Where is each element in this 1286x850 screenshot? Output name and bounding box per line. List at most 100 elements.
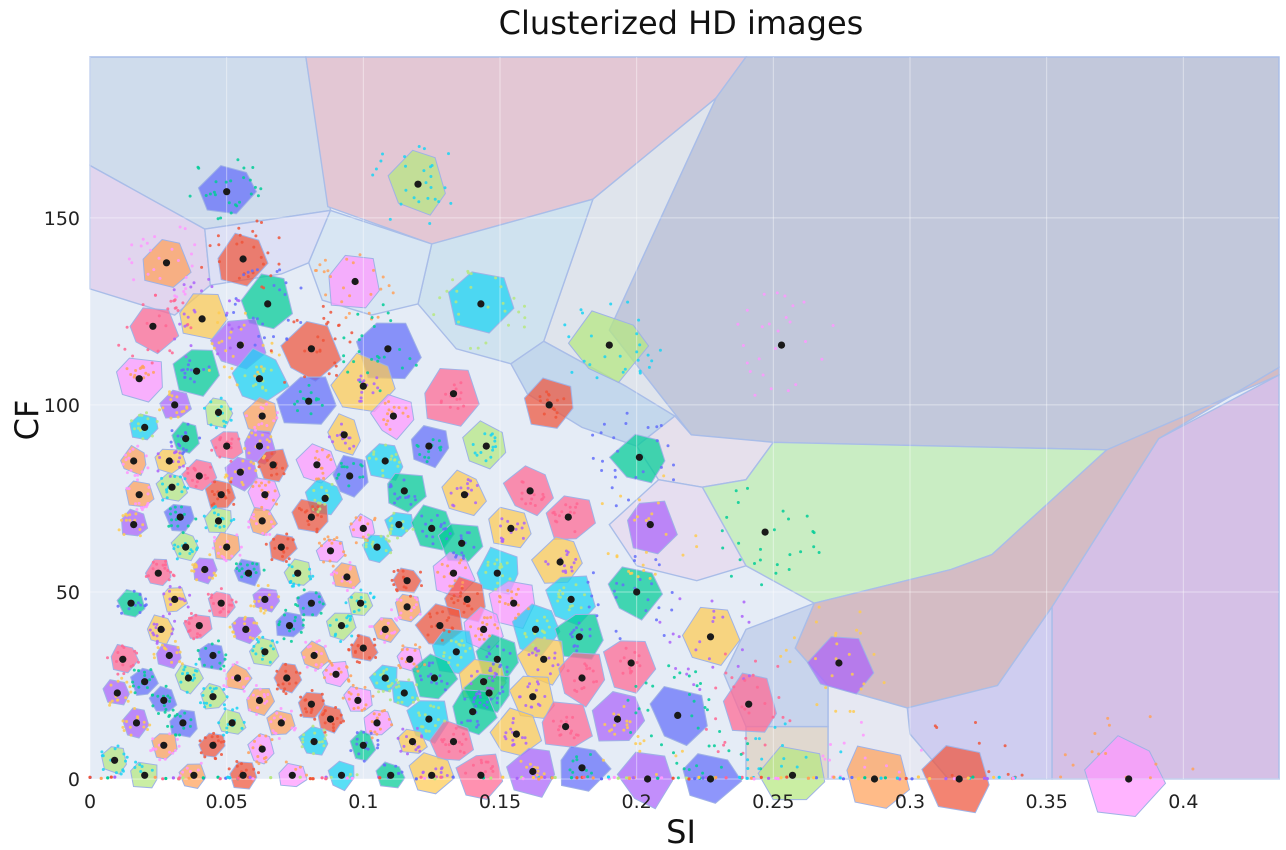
scatter-point [124,453,128,457]
scatter-point [373,518,376,522]
scatter-point [224,496,228,500]
scatter-point [170,518,174,522]
scatter-point [217,721,221,725]
scatter-point [125,755,129,759]
scatter-point [355,660,359,664]
scatter-point [538,395,542,399]
centroid-134 [373,719,381,727]
scatter-point [517,612,520,616]
scatter-point [377,690,381,694]
scatter-point [371,391,375,395]
scatter-point [386,311,390,315]
scatter-point [831,324,835,327]
scatter-point [227,767,231,771]
scatter-point [562,564,566,568]
centroid-4 [351,277,359,286]
centroid-164 [1125,775,1133,783]
scatter-point [257,334,261,338]
scatter-point [183,371,187,375]
scatter-point [491,662,495,666]
scatter-point [232,518,236,521]
scatter-point [298,765,302,769]
scatter-point [393,492,397,496]
scatter-point [372,712,376,716]
scatter-point [132,278,136,282]
scatter-point [210,342,214,346]
scatter-point [426,674,430,678]
scatter-point [150,434,154,438]
scatter-point [574,505,578,509]
scatter-point [534,688,538,692]
scatter-point [401,644,405,648]
centroid-130 [179,719,187,727]
scatter-point [572,561,576,565]
scatter-point [649,734,653,738]
scatter-point [232,502,236,506]
scatter-point [792,636,796,640]
scatter-point [188,194,192,198]
scatter-point [265,458,269,462]
scatter-point [319,515,323,519]
centroid-35 [381,457,389,465]
scatter-point [452,732,456,736]
scatter-point [272,284,276,287]
scatter-point [572,736,576,740]
scatter-point [462,643,466,647]
scatter-point [267,480,271,484]
scatter-point [858,610,862,614]
scatter-point [184,287,188,291]
scatter-point [181,301,185,305]
scatter-point [483,432,487,436]
scatter-point [638,343,642,347]
scatter-point [466,486,470,490]
scatter-point [405,647,409,651]
scatter-point [125,680,129,684]
scatter-point [400,648,404,652]
scatter-point [283,293,287,296]
scatter-point [222,733,225,737]
scatter-point [195,546,199,550]
centroid-39 [236,468,244,476]
scatter-point [396,464,400,468]
scatter-point [788,553,792,557]
scatter-point [287,563,291,567]
scatter-point [627,498,630,502]
scatter-point [420,734,423,738]
scatter-point [320,485,324,489]
scatter-point [171,708,175,712]
scatter-point [608,729,612,733]
scatter-point [375,732,379,736]
scatter-point [238,200,241,204]
centroid-108 [627,659,635,667]
scatter-point [339,670,343,674]
scatter-point [502,648,506,652]
scatter-point [183,324,187,328]
scatter-point [219,740,223,744]
scatter-point [350,595,353,599]
scatter-point [218,455,222,459]
scatter-point [145,241,149,245]
scatter-point [919,748,923,752]
scatter-point [334,706,338,709]
scatter-point [252,567,256,571]
scatter-point [176,259,180,262]
scatter-point [674,667,678,670]
scatter-point [178,650,182,654]
scatter-point [687,777,691,781]
scatter-point [486,686,489,690]
scatter-point [501,775,505,779]
scatter-point [740,614,744,618]
scatter-point [181,770,185,774]
scatter-point [142,505,146,509]
scatter-point [189,377,192,381]
scatter-point [646,708,650,712]
scatter-point [421,725,425,729]
scatter-point [348,436,352,440]
scatter-point [187,629,191,633]
scatter-point [348,447,352,451]
scatter-point [145,321,149,325]
scatter-point [625,719,629,723]
scatter-point [158,456,162,459]
scatter-point [363,605,367,608]
scatter-point [302,655,306,659]
